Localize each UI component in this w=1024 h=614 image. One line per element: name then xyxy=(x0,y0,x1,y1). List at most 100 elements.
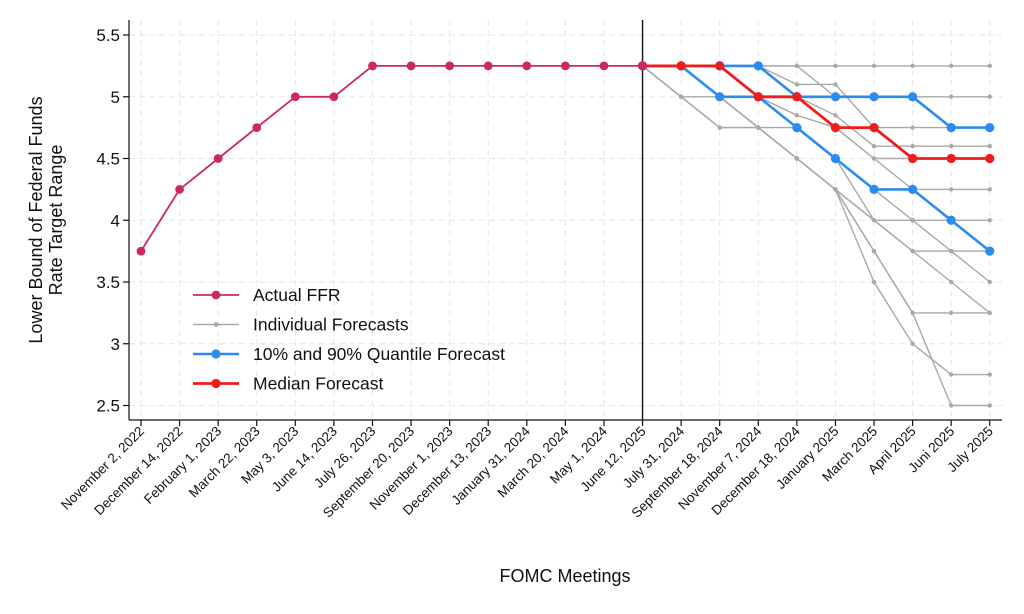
individual-forecast-13-point xyxy=(794,156,800,161)
individual-forecast-2-point xyxy=(987,94,992,99)
individual-forecast-12-point xyxy=(871,279,877,285)
y-tick-label: 3.5 xyxy=(96,273,120,292)
individual-forecast-4-point xyxy=(948,143,954,149)
individual-forecast-9-point xyxy=(987,279,992,285)
median-forecast-point xyxy=(753,92,763,102)
quantile-10-forecast-point xyxy=(792,123,802,133)
median-forecast-line xyxy=(642,64,990,160)
actual-ffr-point xyxy=(213,154,223,163)
legend-item-quantile-forecast: 10% and 90% Quantile Forecast xyxy=(193,344,505,364)
actual-ffr-point xyxy=(522,61,532,71)
y-tick-label: 2.5 xyxy=(96,397,120,416)
y-tick-label: 5 xyxy=(111,88,120,107)
quantile-10-forecast-point xyxy=(985,246,995,256)
median-forecast xyxy=(637,61,995,164)
legend-swatch-marker xyxy=(211,349,221,359)
legend-swatch-marker xyxy=(213,322,219,327)
legend-item-individual-forecasts: Individual Forecasts xyxy=(193,315,409,335)
individual-forecast-11-point xyxy=(987,310,992,316)
individual-forecast-13-point xyxy=(948,403,954,408)
actual-ffr-point xyxy=(560,61,570,71)
individual-forecast-10-point xyxy=(910,248,915,254)
individual-forecast-11-point xyxy=(948,310,954,316)
individual-forecast-3-point xyxy=(910,125,915,130)
y-tick-label: 5.5 xyxy=(96,26,120,45)
individual-forecast-1-point xyxy=(910,63,915,69)
individual-forecast-12-point xyxy=(910,341,915,346)
individual-forecast-2-point xyxy=(794,63,800,69)
y-tick-label: 4 xyxy=(111,211,120,230)
actual-ffr-point xyxy=(175,184,184,194)
y-axis-title-line-1: Lower Bound of Federal Funds xyxy=(26,96,46,343)
quantile-90-forecast-point xyxy=(908,92,918,102)
individual-forecast-2-point xyxy=(948,94,954,99)
actual-ffr-point xyxy=(638,61,647,71)
quantile-10-forecast-point xyxy=(908,184,918,194)
actual-ffr-point xyxy=(252,123,262,133)
individual-forecast-12-point xyxy=(987,372,992,377)
quantile-90-forecast-point xyxy=(753,61,763,71)
individual-forecast-2-line xyxy=(642,65,990,98)
individual-forecast-13-point xyxy=(833,187,838,192)
median-forecast-point xyxy=(676,61,686,71)
individual-forecast-10-point xyxy=(871,218,877,223)
median-forecast-point xyxy=(946,153,956,164)
median-forecast-point xyxy=(908,153,918,164)
individual-forecast-4-point xyxy=(987,143,992,149)
individual-forecast-13 xyxy=(640,63,992,408)
individual-forecast-1-point xyxy=(948,63,954,69)
legend-swatch-marker xyxy=(211,378,221,389)
individual-forecast-7-point xyxy=(987,218,992,223)
legend: Actual FFR Individual Forecasts 10% and 90… xyxy=(193,285,505,394)
individual-forecast-10-point xyxy=(948,279,954,285)
individual-forecast-6-point xyxy=(871,156,877,161)
y-tick-label: 3 xyxy=(111,335,120,354)
quantile-90-forecast-point xyxy=(946,123,956,133)
individual-forecast-11-point xyxy=(717,125,722,130)
individual-forecast-2 xyxy=(640,63,992,99)
series xyxy=(136,61,995,408)
quantile-90-forecast-point xyxy=(985,123,995,133)
individual-forecast-9-point xyxy=(948,248,954,254)
individual-forecast-4-point xyxy=(910,143,915,149)
x-axis-title: FOMC Meetings xyxy=(499,566,630,586)
actual-ffr-point xyxy=(329,92,339,102)
quantile-90-forecast-point xyxy=(830,92,841,102)
individual-forecast-13-point xyxy=(987,403,992,408)
individual-forecast-6-point xyxy=(948,187,954,192)
actual-ffr-line xyxy=(140,65,643,252)
individual-forecast-12-point xyxy=(948,372,954,377)
individual-forecast-13-point xyxy=(910,310,915,316)
median-forecast-point xyxy=(792,92,802,102)
median-forecast-point xyxy=(715,61,725,71)
quantile-10-forecast-point xyxy=(869,184,879,194)
legend-label: Actual FFR xyxy=(253,285,341,305)
y-tick-label: 4.5 xyxy=(96,150,120,169)
individual-forecast-4-point xyxy=(833,113,838,118)
quantile-10-forecast-point xyxy=(830,153,841,164)
individual-forecast-1-point xyxy=(987,63,992,69)
y-axis-title-line-2: Rate Target Range xyxy=(46,145,66,296)
actual-ffr-point xyxy=(368,61,377,71)
legend-item-actual-ffr: Actual FFR xyxy=(193,285,341,305)
individual-forecast-13-point xyxy=(871,248,877,254)
actual-ffr-point xyxy=(406,61,416,71)
individual-forecast-11-point xyxy=(678,94,684,99)
individual-forecast-3-point xyxy=(794,82,800,87)
individual-forecast-13-point xyxy=(756,125,761,130)
quantile-10-forecast-line xyxy=(642,64,991,253)
actual-ffr-point xyxy=(290,92,300,102)
median-forecast-point xyxy=(830,123,841,133)
individual-forecast-1-point xyxy=(871,63,877,69)
median-forecast-point xyxy=(985,153,995,164)
individual-forecast-1-point xyxy=(833,63,838,69)
median-forecast-point xyxy=(869,123,879,133)
legend-label: Individual Forecasts xyxy=(253,315,409,335)
quantile-10-forecast-point xyxy=(946,215,956,225)
y-axis-title: Lower Bound of Federal Funds Rate Target … xyxy=(26,96,66,343)
quantile-10-forecast-point xyxy=(715,92,725,102)
legend-label: Median Forecast xyxy=(253,374,383,394)
individual-forecast-6-point xyxy=(794,113,800,118)
